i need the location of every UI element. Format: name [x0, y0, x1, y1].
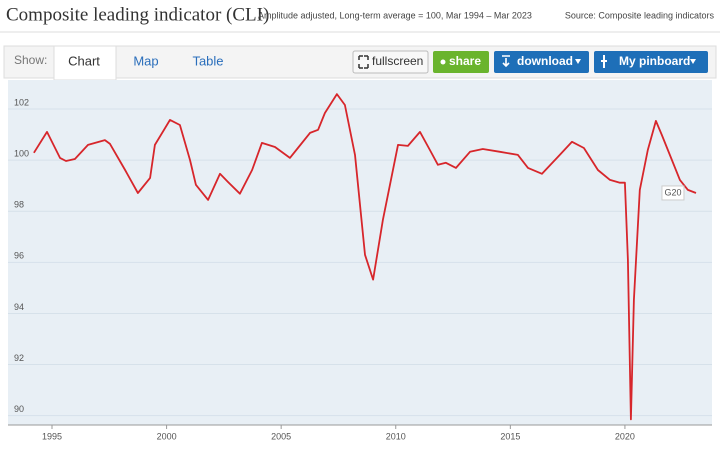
- subtitle: Amplitude adjusted, Long-term average = …: [258, 10, 532, 20]
- series-label: G20: [664, 187, 681, 197]
- x-tick-label: 1995: [42, 431, 62, 441]
- show-label: Show:: [14, 53, 47, 67]
- share-icon: [440, 59, 446, 65]
- x-tick-label: 2000: [157, 431, 177, 441]
- tab[interactable]: Chart: [68, 53, 100, 68]
- y-tick-label: 90: [14, 404, 24, 414]
- y-tick-label: 96: [14, 251, 24, 261]
- pin-icon: [601, 55, 607, 68]
- button-label[interactable]: download: [517, 54, 573, 68]
- pinboard-button[interactable]: [594, 51, 708, 73]
- fullscreen-button[interactable]: [352, 50, 429, 74]
- fullscreen-icon: [358, 55, 369, 69]
- tab[interactable]: Map: [133, 53, 158, 68]
- button-label[interactable]: fullscreen: [372, 54, 423, 68]
- x-tick-label: 2020: [615, 431, 635, 441]
- x-tick-label: 2010: [386, 431, 406, 441]
- x-tick-label: 2005: [271, 431, 291, 441]
- plot-area: [8, 80, 712, 425]
- chart: 90 92 94 96 98 100 102 1995 2000 2005 2010 2015 2020…: [8, 93, 712, 441]
- y-tick-label: 98: [14, 200, 24, 210]
- share-button[interactable]: [433, 51, 489, 73]
- series-label-box: [661, 185, 685, 201]
- y-tick-label: 92: [14, 353, 24, 363]
- button-label[interactable]: My pinboard: [619, 54, 690, 68]
- dropdown-arrow: [690, 59, 696, 64]
- series-line: [33, 93, 697, 421]
- tab[interactable]: Table: [192, 53, 223, 68]
- y-tick-label: 100: [14, 148, 29, 158]
- download-icon: [502, 55, 510, 68]
- y-tick-label: 102: [14, 97, 29, 107]
- y-tick-label: 94: [14, 302, 24, 312]
- page-title: Composite leading indicator (CLI): [6, 4, 269, 25]
- download-button[interactable]: [494, 51, 589, 73]
- x-tick-label: 2015: [500, 431, 520, 441]
- source: Source: Composite leading indicators: [565, 10, 715, 20]
- active-tab: [53, 45, 117, 81]
- button-label[interactable]: share: [449, 54, 481, 68]
- dropdown-arrow: [575, 59, 581, 64]
